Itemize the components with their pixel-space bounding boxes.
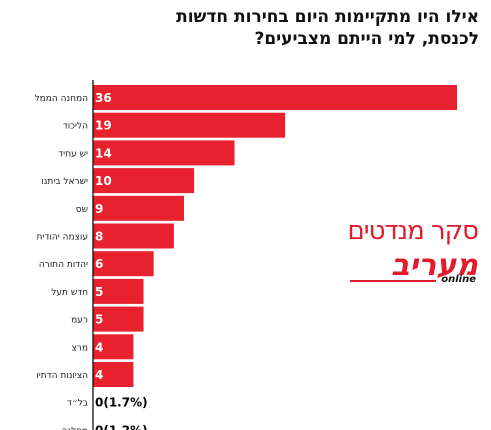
bar	[93, 362, 134, 387]
logo-sub-text: online	[441, 274, 476, 285]
category-label: חדש תעל	[51, 288, 88, 298]
logo-top-text: סקר מנדטים	[347, 216, 479, 246]
bar	[93, 195, 184, 221]
value-label: 36	[95, 91, 112, 105]
category-label: הציונות הדתיו	[36, 371, 88, 381]
bar	[93, 112, 286, 138]
value-label: 14	[95, 146, 112, 160]
category-label: מפלגה	[62, 426, 88, 430]
bar	[93, 168, 195, 194]
category-label: מרצ	[71, 343, 88, 353]
value-label: 4	[95, 340, 103, 354]
category-label: יש עתיד	[58, 149, 88, 159]
value-label: 5	[95, 285, 103, 299]
bar	[93, 334, 134, 360]
category-label: עוצמה יהודית	[37, 233, 88, 243]
category-label: המחנה הממל	[35, 94, 89, 104]
value-label: 5	[95, 313, 103, 327]
logo-underline	[350, 280, 436, 282]
category-label: יהדות התורה	[39, 260, 88, 270]
value-label: 0(1.7%)	[95, 396, 148, 410]
logo-main-text: מעריב	[391, 248, 478, 283]
bar	[93, 306, 144, 332]
value-label: 8	[95, 230, 103, 244]
category-label: הליכוד	[63, 122, 88, 132]
maariv-poll-logo: סקר מנדטים מעריב online	[347, 216, 479, 296]
bar	[93, 278, 144, 304]
value-label: 6	[95, 257, 103, 271]
value-label: 4	[95, 368, 103, 382]
value-label: 10	[95, 174, 112, 188]
category-label: שס	[76, 205, 88, 215]
bar	[93, 251, 154, 277]
category-label: בל״ד	[67, 399, 88, 409]
category-label: רעמ	[71, 316, 88, 326]
bar	[93, 140, 235, 166]
value-label: 19	[95, 119, 112, 133]
bar	[93, 223, 174, 249]
value-label: 9	[95, 202, 103, 216]
value-label: 0(1.2%)	[95, 423, 148, 430]
category-label: ישראל ביתנו	[41, 177, 88, 187]
bar	[93, 85, 457, 110]
chart-title: אילו היו מתקיימות היום בחירות חדשות לכנס…	[176, 7, 479, 49]
